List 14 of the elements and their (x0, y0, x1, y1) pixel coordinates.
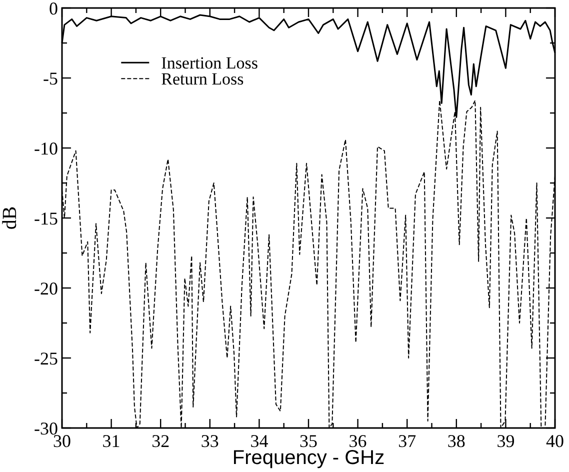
x-tick-label: 40 (546, 431, 564, 451)
y-tick-label: -25 (34, 348, 58, 368)
x-tick-label: 31 (102, 431, 120, 451)
y-tick-label: -10 (34, 138, 58, 158)
y-tick-label: -20 (34, 278, 58, 298)
x-tick-label: 32 (152, 431, 170, 451)
x-tick-label: 37 (398, 431, 416, 451)
y-tick-label: -5 (43, 68, 58, 88)
x-tick-label: 38 (447, 431, 466, 451)
x-tick-label: 33 (200, 431, 219, 451)
x-tick-label: 39 (496, 431, 515, 451)
y-tick-label: -15 (34, 208, 58, 228)
y-axis-title: dB (0, 206, 21, 230)
y-tick-label: 0 (49, 0, 58, 18)
